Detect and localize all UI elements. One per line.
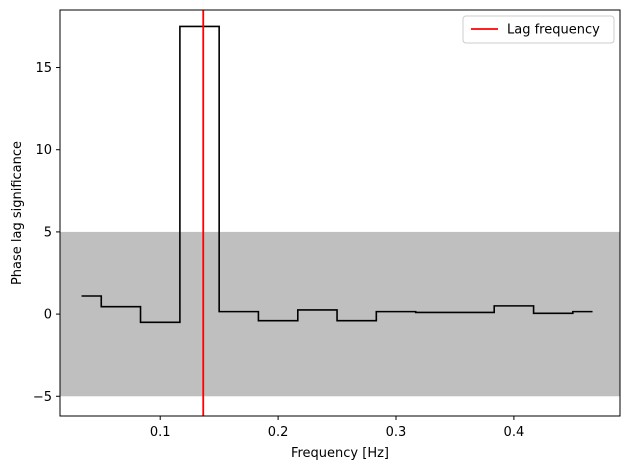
y-tick-label: 15	[35, 61, 52, 76]
x-tick-label: 0.4	[504, 425, 525, 440]
y-axis-ticks: −5 0 5 10 15	[33, 61, 60, 405]
x-tick-label: 0.3	[386, 425, 407, 440]
legend-label-lag-frequency: Lag frequency	[507, 23, 600, 38]
plot-area	[60, 10, 620, 416]
legend-box	[462, 15, 615, 44]
significance-band	[60, 231, 620, 397]
x-tick-label: 0.1	[150, 425, 171, 440]
y-tick-label: 0	[44, 308, 52, 323]
y-tick-label: 5	[44, 225, 52, 240]
y-axis-label: Phase lag significance	[10, 141, 25, 285]
significance-band-layer	[60, 231, 620, 397]
y-tick-label: −5	[33, 390, 52, 405]
x-axis-ticks: 0.1 0.2 0.3 0.4	[150, 416, 524, 440]
axes-frame	[59, 9, 621, 417]
x-axis-label: Frequency [Hz]	[291, 446, 389, 461]
legend: Lag frequency	[462, 15, 615, 44]
y-tick-label: 10	[35, 143, 52, 158]
series-line-0	[81, 25, 593, 324]
x-tick-label: 0.2	[268, 425, 289, 440]
series-layer	[81, 25, 593, 324]
